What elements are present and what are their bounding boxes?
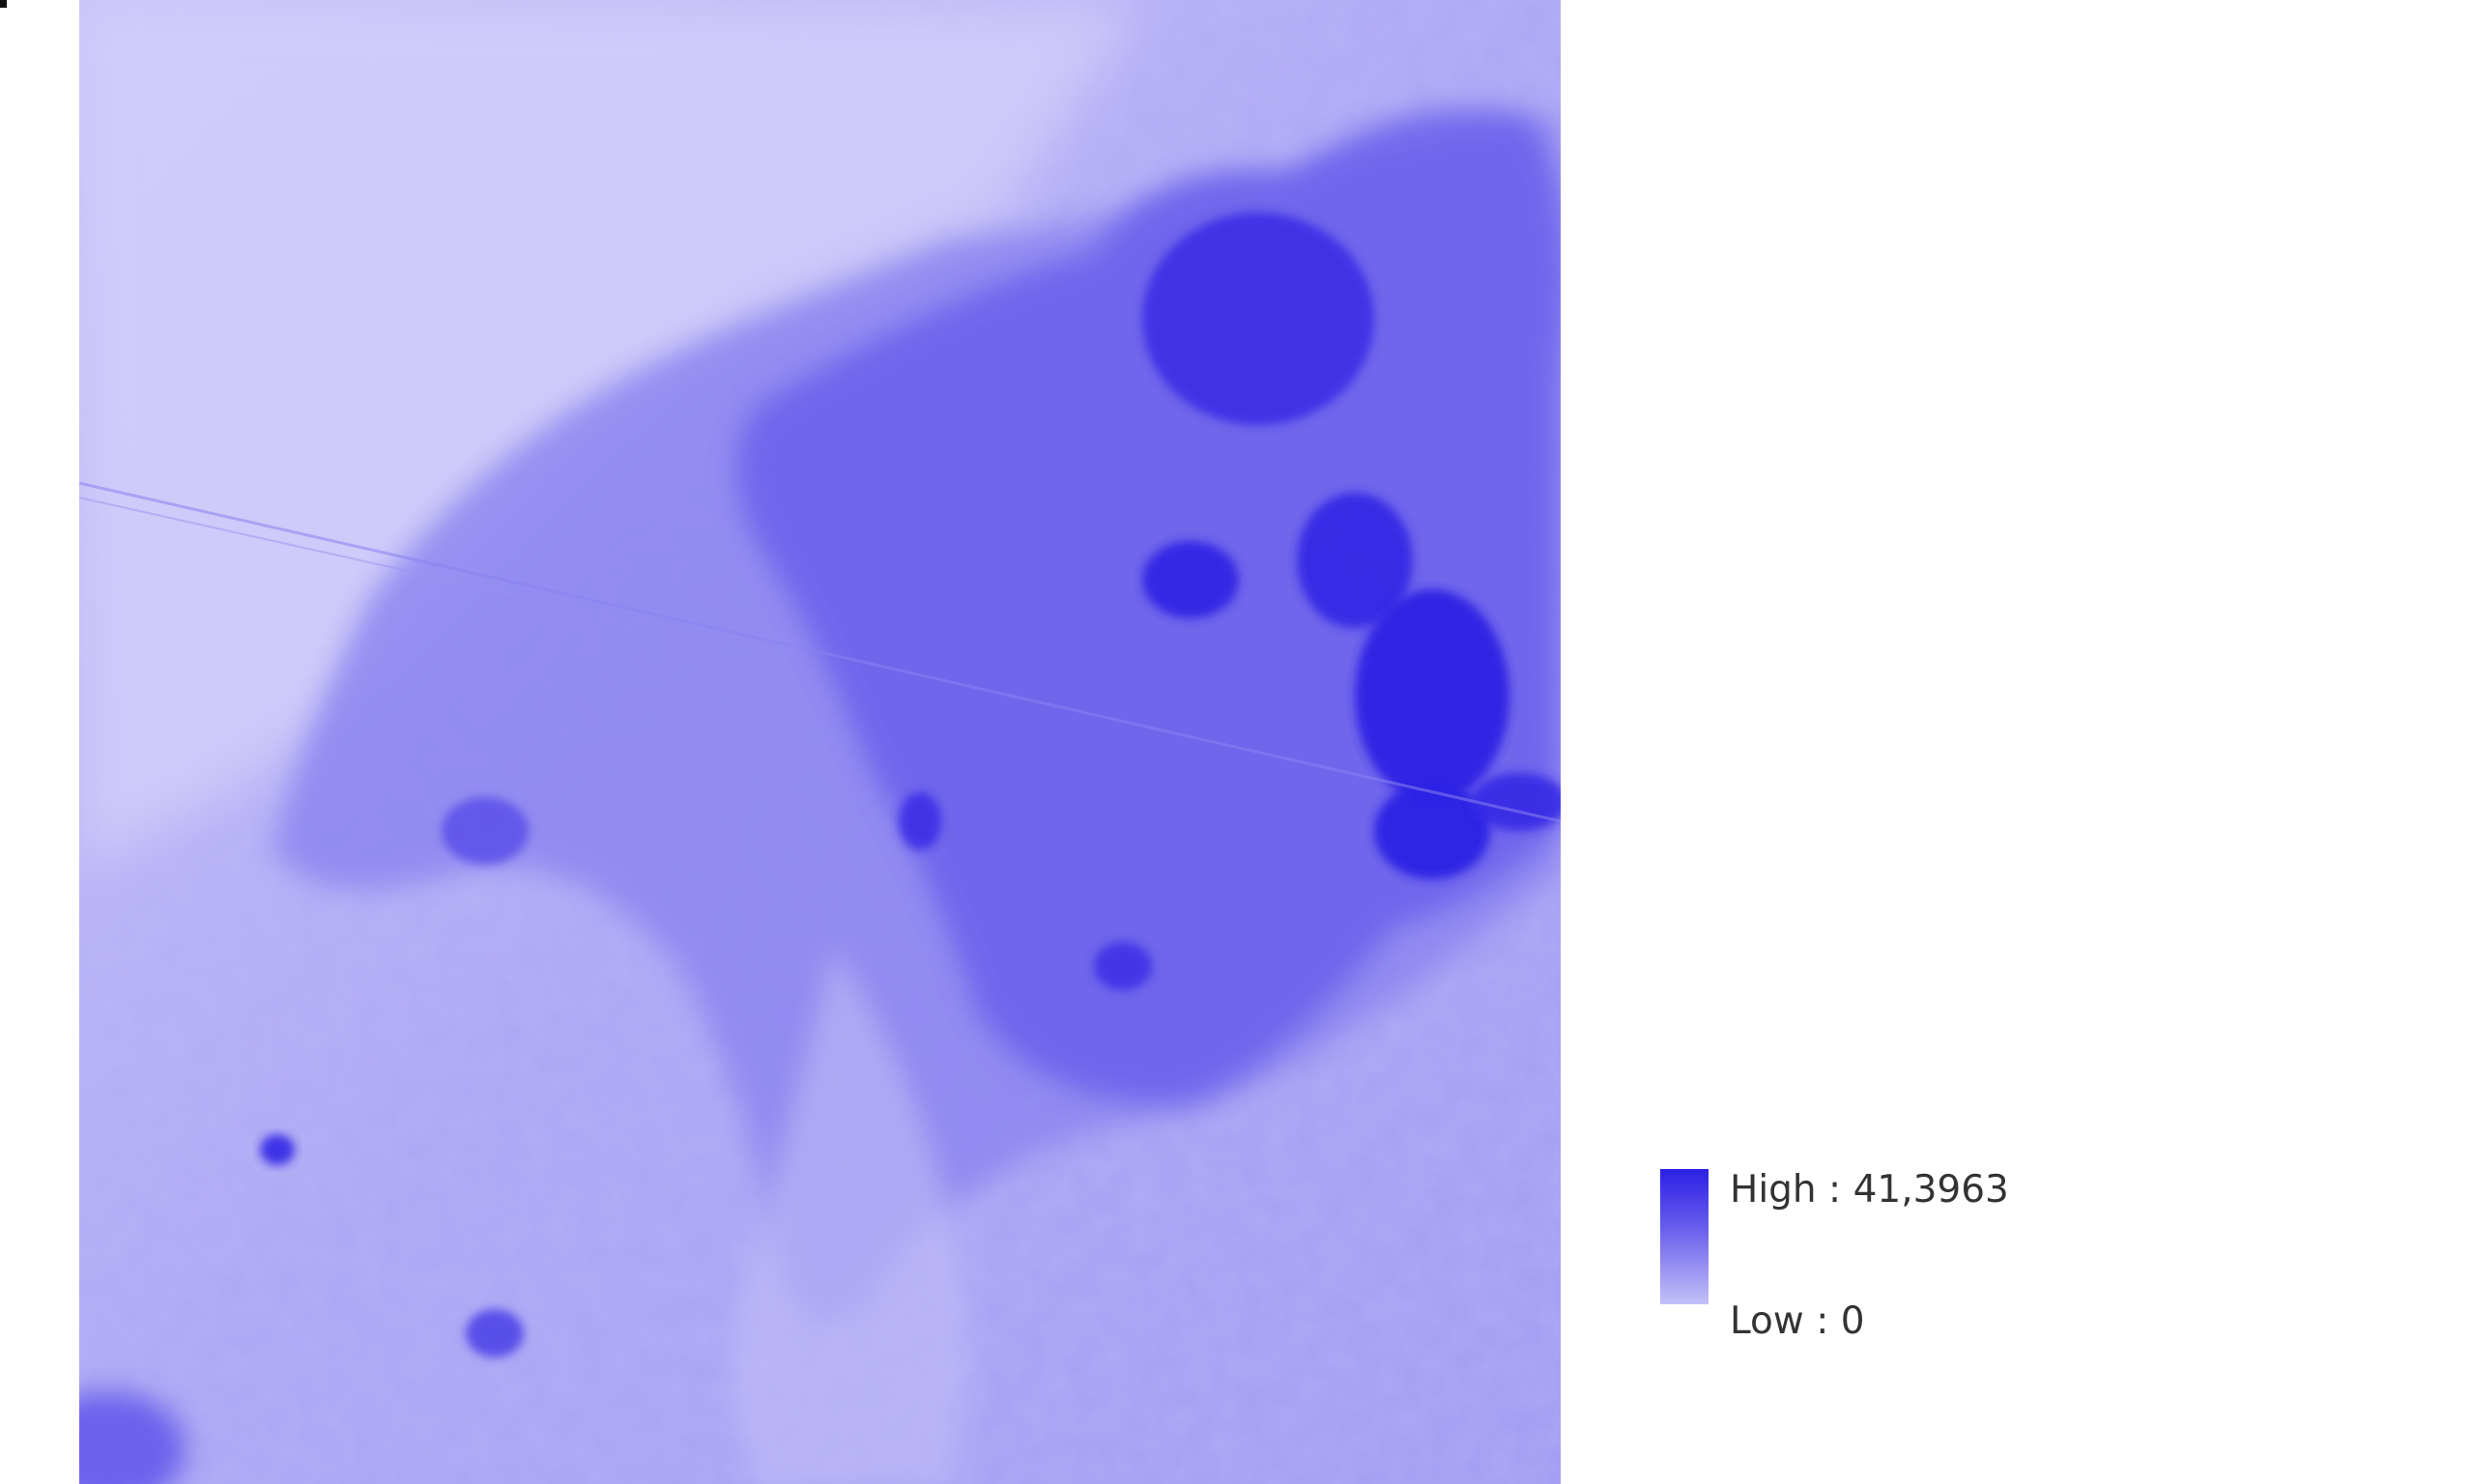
legend-low-label: Low : 0	[1730, 1299, 1865, 1343]
legend-color-ramp	[1660, 1169, 1709, 1304]
raster-map[interactable]	[79, 0, 1561, 1484]
map-legend: High : 41,3963 Low : 0	[1660, 1169, 2066, 1353]
corner-marker	[0, 0, 7, 8]
raster-map-image	[79, 0, 1561, 1484]
legend-high-label: High : 41,3963	[1730, 1168, 2009, 1212]
